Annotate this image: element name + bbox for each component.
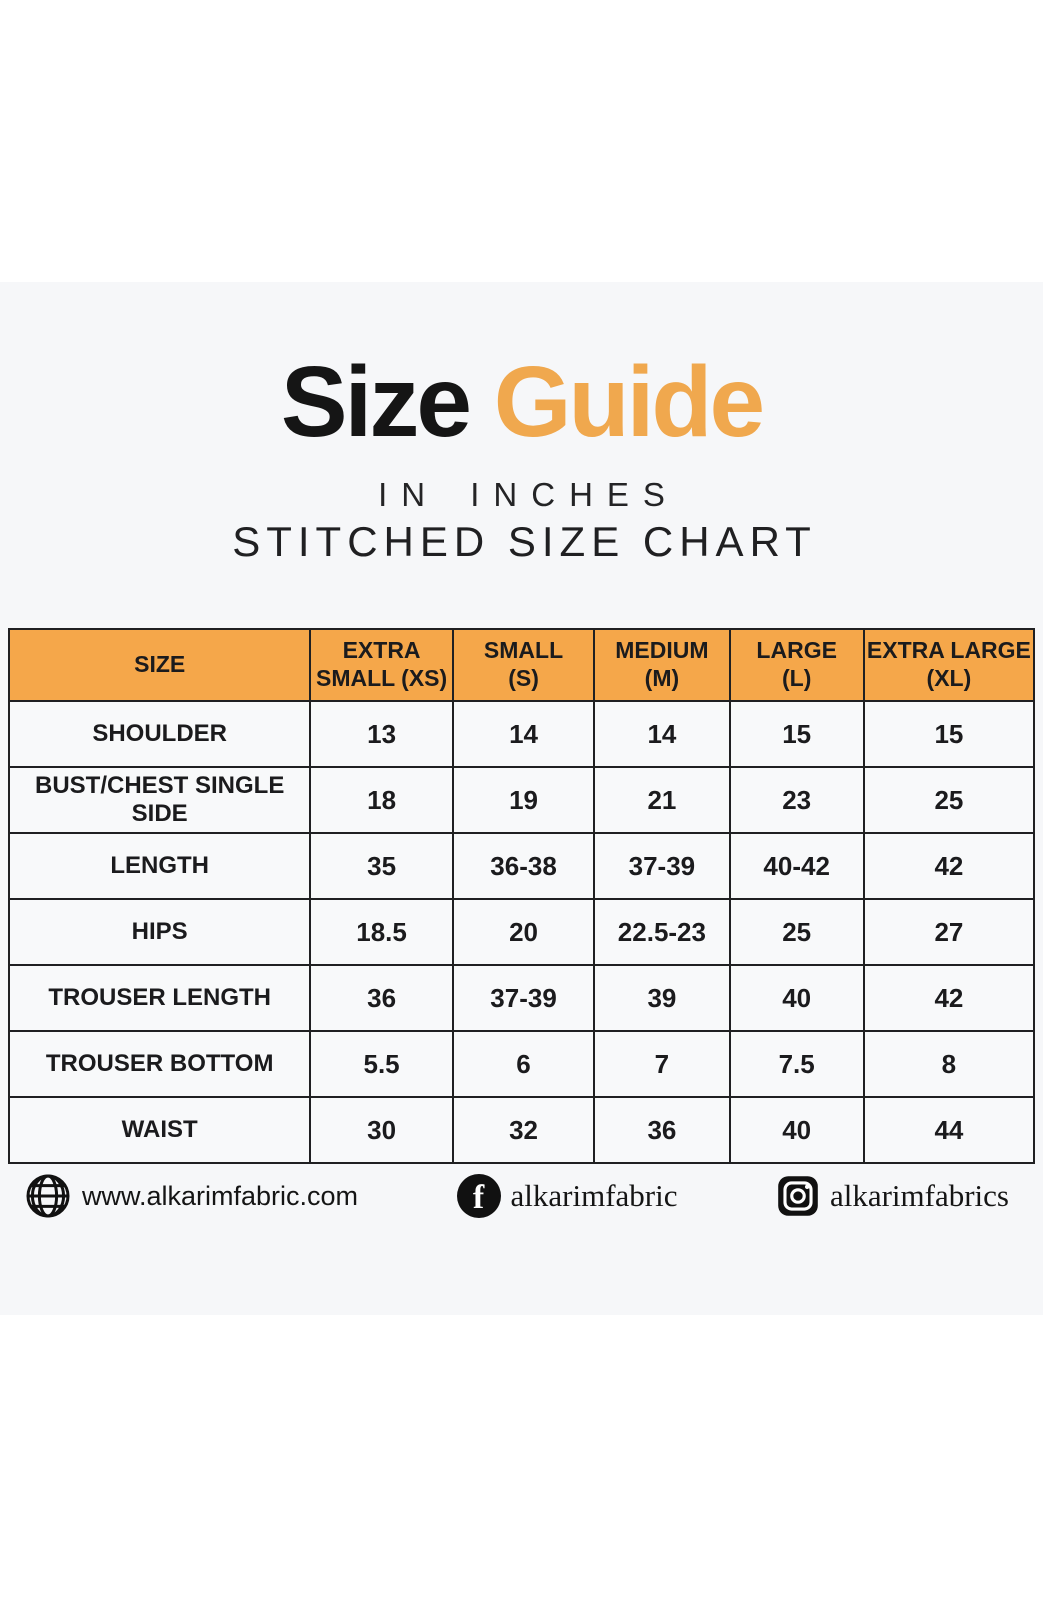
value-cell: 36 (593, 1096, 731, 1164)
value-cell: 25 (728, 898, 865, 966)
table-row: TROUSER LENGTH 36 37-39 39 40 42 (7, 964, 1036, 1032)
page-title: Size Guide (0, 352, 1043, 452)
row-label: SHOULDER (7, 700, 312, 768)
table-row: LENGTH 35 36-38 37-39 40-42 42 (7, 832, 1036, 900)
value-cell: 18 (309, 766, 454, 834)
value-cell: 40-42 (728, 832, 865, 900)
facebook-icon: f (456, 1174, 501, 1218)
value-cell: 21 (593, 766, 731, 834)
value-cell: 36 (309, 964, 454, 1032)
title-word-guide: Guide (493, 346, 765, 458)
value-cell: 14 (593, 700, 731, 768)
row-label: HIPS (7, 898, 312, 966)
header-cell: SMALL (S) (451, 628, 596, 702)
header-cell: EXTRA SMALL (XS) (309, 628, 454, 702)
size-table-header-row: SIZE EXTRA SMALL (XS) SMALL (S) MEDIUM (M) LARG… (7, 628, 1036, 702)
subtitle-stitched-size-chart: STITCHED SIZE CHART (232, 518, 817, 565)
row-label: TROUSER LENGTH (7, 964, 312, 1032)
value-cell: 39 (593, 964, 731, 1032)
row-label: WAIST (7, 1096, 312, 1164)
table-row: TROUSER BOTTOM 5.5 6 7 7.5 8 (7, 1030, 1036, 1098)
value-cell: 36-38 (451, 832, 596, 900)
value-cell: 18.5 (309, 898, 454, 966)
size-table: SIZE EXTRA SMALL (XS) SMALL (S) MEDIUM (M) LARG… (7, 628, 1036, 1164)
table-row: WAIST 30 32 36 40 44 (7, 1096, 1036, 1164)
row-label: TROUSER BOTTOM (7, 1030, 312, 1098)
value-cell: 37-39 (593, 832, 731, 900)
value-cell: 40 (728, 964, 865, 1032)
value-cell: 27 (862, 898, 1036, 966)
header-cell: MEDIUM (M) (593, 628, 731, 702)
value-cell: 5.5 (309, 1030, 454, 1098)
instagram-item: alkarimfabrics (776, 1174, 1009, 1218)
subtitle-in-inches: IN INCHES (378, 476, 679, 513)
value-cell: 13 (309, 700, 454, 768)
facebook-item: f alkarimfabric (456, 1174, 678, 1218)
value-cell: 15 (728, 700, 865, 768)
table-row: BUST/CHEST SINGLE SIDE 18 19 21 23 25 (7, 766, 1036, 834)
header-cell: LARGE (L) (728, 628, 865, 702)
value-cell: 14 (451, 700, 596, 768)
globe-icon (24, 1172, 72, 1220)
facebook-handle: alkarimfabric (510, 1178, 678, 1213)
value-cell: 37-39 (451, 964, 596, 1032)
value-cell: 42 (862, 964, 1036, 1032)
instagram-icon (776, 1174, 820, 1218)
value-cell: 6 (451, 1030, 596, 1098)
website-item: www.alkarimfabric.com (24, 1172, 358, 1220)
value-cell: 35 (309, 832, 454, 900)
table-row: SHOULDER 13 14 14 15 15 (7, 700, 1036, 768)
value-cell: 20 (451, 898, 596, 966)
value-cell: 15 (862, 700, 1036, 768)
value-cell: 44 (862, 1096, 1036, 1164)
header-cell: EXTRA LARGE (XL) (862, 628, 1036, 702)
content-card: Size Guide IN INCHES STITCHED SIZE CHART… (0, 282, 1043, 1315)
size-table-body: SHOULDER 13 14 14 15 15 BUST/CHEST SINGLE SIDE… (7, 700, 1036, 1164)
value-cell: 23 (728, 766, 865, 834)
value-cell: 32 (451, 1096, 596, 1164)
footer: www.alkarimfabric.com f alkarimfabric al… (24, 1168, 1009, 1224)
value-cell: 8 (862, 1030, 1036, 1098)
value-cell: 22.5-23 (593, 898, 731, 966)
value-cell: 7.5 (728, 1030, 865, 1098)
header-cell-size: SIZE (7, 628, 312, 702)
value-cell: 40 (728, 1096, 865, 1164)
instagram-handle: alkarimfabrics (829, 1178, 1009, 1213)
title-word-size: Size (280, 346, 472, 458)
row-label: BUST/CHEST SINGLE SIDE (7, 766, 312, 834)
table-row: HIPS 18.5 20 22.5-23 25 27 (7, 898, 1036, 966)
value-cell: 19 (451, 766, 596, 834)
row-label: LENGTH (7, 832, 312, 900)
value-cell: 42 (862, 832, 1036, 900)
website-text: www.alkarimfabric.com (82, 1180, 359, 1211)
value-cell: 30 (309, 1096, 454, 1164)
value-cell: 25 (862, 766, 1036, 834)
value-cell: 7 (593, 1030, 731, 1098)
